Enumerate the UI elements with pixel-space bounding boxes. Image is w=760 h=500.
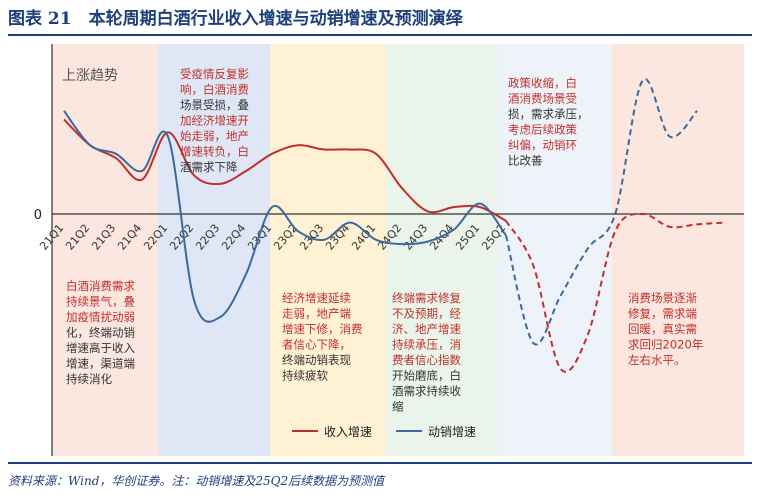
- annotation-recovery: 左右水平。: [628, 353, 686, 367]
- annotation-2021: 持续消化: [66, 372, 112, 386]
- annotation-2025: 损，需求承压，: [508, 107, 589, 121]
- annotation-2024: 终端需求修复: [392, 291, 461, 305]
- corner-label: 上涨趋势: [62, 68, 118, 84]
- annotation-2023: 终端动销表现: [282, 353, 351, 367]
- annotation-2025: 考虑后续政策: [508, 123, 577, 137]
- source-note: 资料来源：Wind，华创证券。注：动销增速及25Q2后续数据为预测值: [8, 474, 385, 488]
- bottom-rule: [8, 462, 752, 464]
- annotation-2025: 酒消费场景受: [508, 92, 577, 106]
- annotation-2022: 始走弱，地产: [180, 129, 249, 143]
- zero-tick-label: 0: [34, 208, 42, 223]
- revenue-forecast-line: [505, 213, 725, 373]
- phase-band: [158, 44, 270, 456]
- annotation-recovery: 回暖，真实需: [628, 322, 697, 336]
- title-rule: [8, 34, 752, 36]
- phase-band: [612, 44, 744, 456]
- sales-forecast-line: [505, 77, 698, 346]
- annotation-2024: 费者信心指数: [392, 353, 461, 367]
- annotation-2023: 经济增速延续: [282, 291, 351, 305]
- annotation-2021: 加疫情扰动弱: [66, 310, 135, 324]
- annotation-2024: 缩: [392, 400, 404, 414]
- annotation-2023: 者信心下降，: [282, 338, 351, 352]
- annotation-recovery: 修复，需求端: [628, 307, 697, 321]
- annotation-2023: 持续疲软: [282, 369, 328, 383]
- sales-growth-line: [63, 110, 507, 323]
- legend-label-sales: 动销增速: [428, 425, 476, 439]
- annotation-2025: 政策收缩，白: [508, 76, 577, 90]
- annotation-2022: 增速转负，白: [180, 145, 249, 159]
- phase-band: [270, 44, 386, 456]
- revenue-growth-line: [63, 118, 507, 222]
- phase-band: [52, 44, 158, 456]
- annotation-2021: 化，终端动销: [66, 326, 135, 340]
- annotation-2021: 持续景气，叠: [66, 295, 135, 309]
- annotation-2024: 持续承压，消: [392, 338, 461, 352]
- annotation-2022: 场景受损，叠: [180, 98, 249, 112]
- annotation-2024: 开始磨底，白: [392, 369, 461, 383]
- annotation-recovery: 消费场景逐渐: [628, 291, 697, 305]
- annotation-2024: 不及预期，经: [392, 307, 461, 321]
- annotation-2022: 响，白酒消费: [180, 83, 249, 97]
- phase-band: [386, 44, 498, 456]
- annotation-2022: 酒需求下降: [180, 160, 238, 174]
- chart-title: 图表 21 本轮周期白酒行业收入增速与动销增速及预测演绎: [8, 9, 463, 29]
- annotation-2021: 增速，渠道端: [66, 357, 135, 371]
- phase-band: [498, 44, 612, 456]
- legend-label-revenue: 收入增速: [324, 425, 372, 439]
- annotation-2024: 酒需求持续收: [392, 384, 461, 398]
- annotation-2021: 增速高于收入: [66, 341, 135, 355]
- annotation-2023: 走弱，地产端: [282, 307, 351, 321]
- annotation-2022: 受疫情反复影: [180, 67, 249, 81]
- annotation-2023: 增速下修，消费: [282, 322, 363, 336]
- annotation-2021: 白酒消费需求: [66, 279, 135, 293]
- annotation-recovery: 求回归2020年: [628, 338, 703, 352]
- annotation-2025: 纠偏，动销环: [508, 138, 577, 152]
- annotation-2024: 济、地产增速: [392, 322, 461, 336]
- annotation-2025: 比改善: [508, 154, 543, 168]
- annotation-2022: 加经济增速开: [180, 114, 249, 128]
